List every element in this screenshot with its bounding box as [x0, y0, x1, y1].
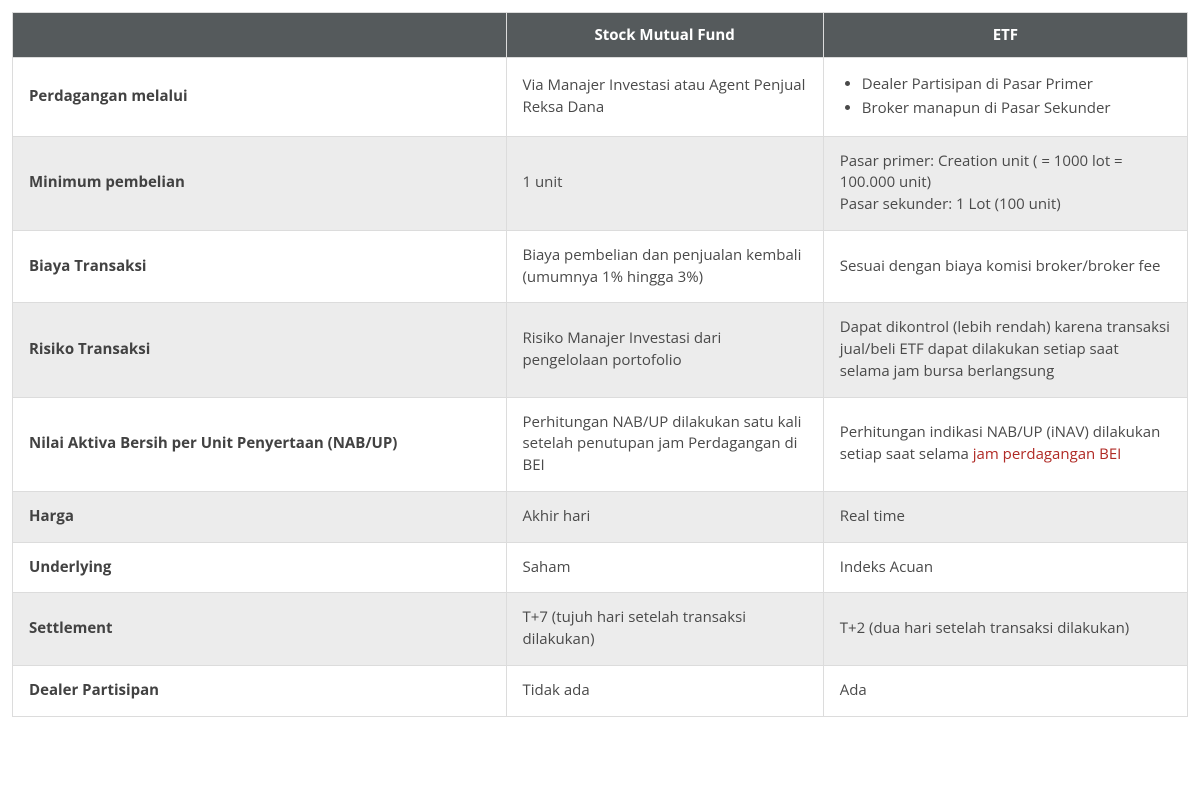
row-label: Settlement	[13, 593, 507, 666]
row-label: Risiko Transaksi	[13, 303, 507, 397]
cell-etf: Dealer Partisipan di Pasar Primer Broker…	[823, 58, 1187, 137]
row-label: Dealer Partisipan	[13, 665, 507, 716]
table-row: Dealer Partisipan Tidak ada Ada	[13, 665, 1188, 716]
row-label: Nilai Aktiva Bersih per Unit Penyertaan …	[13, 397, 507, 491]
cell-smf: Tidak ada	[506, 665, 823, 716]
table-row: Nilai Aktiva Bersih per Unit Penyertaan …	[13, 397, 1188, 491]
cell-smf: Perhitungan NAB/UP dilakukan satu kali s…	[506, 397, 823, 491]
cell-etf: Dapat dikontrol (lebih rendah) karena tr…	[823, 303, 1187, 397]
table-row: Perdagangan melalui Via Manajer Investas…	[13, 58, 1188, 137]
table-header-row: Stock Mutual Fund ETF	[13, 13, 1188, 58]
cell-etf: Perhitungan indikasi NAB/UP (iNAV) dilak…	[823, 397, 1187, 491]
row-label: Underlying	[13, 542, 507, 593]
row-label: Minimum pembelian	[13, 136, 507, 230]
table-row: Harga Akhir hari Real time	[13, 491, 1188, 542]
table-row: Settlement T+7 (tujuh hari setelah trans…	[13, 593, 1188, 666]
cell-etf: Sesuai dengan biaya komisi broker/broker…	[823, 230, 1187, 303]
header-blank	[13, 13, 507, 58]
header-etf: ETF	[823, 13, 1187, 58]
cell-smf: Akhir hari	[506, 491, 823, 542]
etf-list: Dealer Partisipan di Pasar Primer Broker…	[840, 74, 1171, 120]
row-label: Harga	[13, 491, 507, 542]
cell-etf: Real time	[823, 491, 1187, 542]
table-row: Biaya Transaksi Biaya pembelian dan penj…	[13, 230, 1188, 303]
list-item: Broker manapun di Pasar Sekunder	[862, 98, 1171, 120]
list-item: Dealer Partisipan di Pasar Primer	[862, 74, 1171, 96]
cell-etf: Ada	[823, 665, 1187, 716]
row-label: Perdagangan melalui	[13, 58, 507, 137]
cell-smf: Biaya pembelian dan penjualan kembali (u…	[506, 230, 823, 303]
cell-etf: T+2 (dua hari setelah transaksi dilakuka…	[823, 593, 1187, 666]
table-row: Risiko Transaksi Risiko Manajer Investas…	[13, 303, 1188, 397]
cell-smf: Risiko Manajer Investasi dari pengelolaa…	[506, 303, 823, 397]
cell-smf: Via Manajer Investasi atau Agent Penjual…	[506, 58, 823, 137]
header-stock-mutual-fund: Stock Mutual Fund	[506, 13, 823, 58]
cell-etf: Pasar primer: Creation unit ( = 1000 lot…	[823, 136, 1187, 230]
trading-hours-link[interactable]: jam perdagangan BEI	[973, 444, 1122, 464]
cell-smf: 1 unit	[506, 136, 823, 230]
cell-smf: Saham	[506, 542, 823, 593]
cell-etf: Indeks Acuan	[823, 542, 1187, 593]
row-label: Biaya Transaksi	[13, 230, 507, 303]
table-row: Underlying Saham Indeks Acuan	[13, 542, 1188, 593]
comparison-table: Stock Mutual Fund ETF Perdagangan melalu…	[12, 12, 1188, 717]
table-row: Minimum pembelian 1 unit Pasar primer: C…	[13, 136, 1188, 230]
cell-smf: T+7 (tujuh hari setelah transaksi dilaku…	[506, 593, 823, 666]
